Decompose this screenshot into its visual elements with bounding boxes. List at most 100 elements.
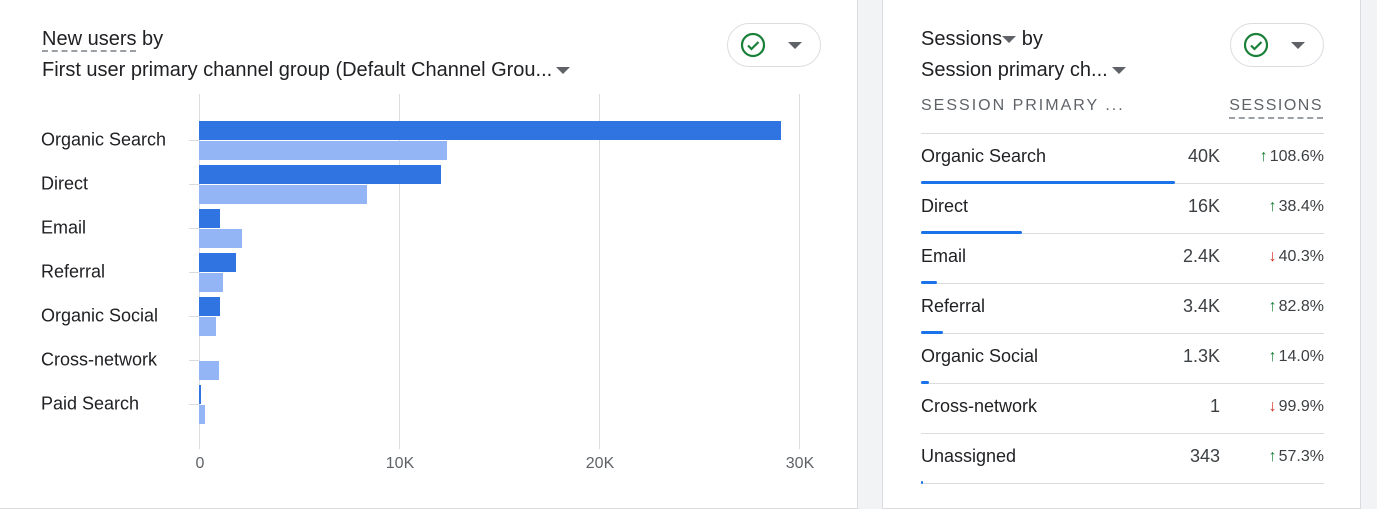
category-label: Referral [41,261,106,282]
caret-down-icon [788,42,802,49]
caret-down-icon [1291,42,1305,49]
bar-current[interactable] [199,253,236,272]
y-tick [189,272,199,273]
table-row[interactable]: Email 2.4K ↓ 40.3% [921,234,1324,284]
row-name: Organic Social [921,346,1039,366]
row-value: 40K [1187,146,1220,166]
arrow-up-icon: ↑ [1268,298,1277,315]
column-header-sessions[interactable]: SESSIONS [1229,97,1323,119]
table-row[interactable]: Organic Social 1.3K ↑ 14.0% [921,334,1324,384]
y-tick [189,184,199,185]
by-label: by [1021,28,1043,50]
by-label: by [142,28,164,50]
row-value: 2.4K [1182,246,1220,266]
caret-down-icon [556,67,571,75]
table-row[interactable]: Referral 3.4K ↑ 82.8% [921,284,1324,334]
row-change: ↑ 14.0% [1269,348,1324,366]
change-value: 14.0% [1278,348,1324,365]
caret-down-icon [1002,36,1017,44]
bar-previous[interactable] [199,273,223,292]
gridline [799,94,800,449]
row-value: 16K [1187,196,1220,216]
metric-selector[interactable]: Sessions [921,28,1017,50]
metric-label[interactable]: New users [42,28,137,52]
sessions-card: Sessions by Session primary ch... SESSIO… [882,0,1361,509]
table-row[interactable]: Organic Search 40K ↑ 108.6% [921,134,1324,184]
row-name: Cross-network [921,396,1038,416]
table-row[interactable]: Unassigned 343 ↑ 57.3% [921,434,1324,484]
row-value: 343 [1189,446,1220,466]
row-value: 1 [1209,396,1220,416]
row-name: Direct [921,196,969,216]
category-label: Organic Social [41,305,159,326]
check-circle-icon [740,32,766,58]
share-bar [921,331,944,334]
x-tick-label: 30K [785,455,815,472]
bar-previous[interactable] [199,229,242,248]
change-value: 38.4% [1278,198,1324,215]
row-change: ↑ 57.3% [1269,448,1324,466]
arrow-down-icon: ↓ [1268,398,1277,415]
metric-label: Sessions [921,28,1003,50]
arrow-up-icon: ↑ [1268,448,1277,465]
dimension-selector[interactable]: Session primary ch... [921,56,1126,84]
bar-current[interactable] [199,297,220,316]
change-value: 99.9% [1278,398,1324,415]
gridline [599,94,600,449]
gridline [399,94,400,449]
row-change: ↑ 108.6% [1260,148,1324,166]
y-tick [189,404,199,405]
category-label: Email [41,217,87,238]
change-value: 40.3% [1278,248,1324,265]
row-change: ↑ 38.4% [1269,198,1324,216]
bar-current[interactable] [199,385,201,404]
y-tick [189,140,199,141]
y-tick [189,316,199,317]
x-tick-label: 0 [195,455,205,472]
x-tick-label: 20K [585,455,615,472]
status-dropdown-button[interactable] [1230,23,1324,67]
header-divider [921,133,1324,134]
change-value: 108.6% [1269,148,1324,165]
bar-previous[interactable] [199,185,367,204]
dimension-label: First user primary channel group (Defaul… [42,59,553,81]
dimension-selector[interactable]: First user primary channel group (Defaul… [42,56,571,84]
caret-down-icon [1111,67,1126,75]
category-label: Organic Search [41,129,167,150]
bar-previous[interactable] [199,317,216,336]
bar-current[interactable] [199,121,781,140]
table-row[interactable]: Cross-network 1 ↓ 99.9% [921,384,1324,434]
arrow-down-icon: ↓ [1268,248,1277,265]
bar-previous[interactable] [199,405,205,424]
y-tick [189,360,199,361]
bar-previous[interactable] [199,141,447,160]
row-change: ↓ 99.9% [1269,398,1324,416]
row-name: Referral [921,296,986,316]
row-name: Email [921,246,967,266]
card-title: Sessions by [921,25,1043,53]
dimension-label: Session primary ch... [921,59,1108,81]
bar-current[interactable] [199,209,220,228]
bar-previous[interactable] [199,361,219,380]
category-label: Paid Search [41,393,140,414]
arrow-up-icon: ↑ [1268,348,1277,365]
bar-current[interactable] [199,165,441,184]
table-row[interactable]: Direct 16K ↑ 38.4% [921,184,1324,234]
row-name: Unassigned [921,446,1017,466]
check-circle-icon [1243,32,1269,58]
share-bar [921,481,923,484]
category-label: Cross-network [41,349,158,370]
arrow-up-icon: ↑ [1268,198,1277,215]
row-value: 1.3K [1182,346,1220,366]
y-tick [189,228,199,229]
card-title: New users by [42,25,163,53]
status-dropdown-button[interactable] [727,23,821,67]
share-bar [921,231,1022,234]
x-tick-label: 10K [385,455,415,472]
row-change: ↑ 82.8% [1269,298,1324,316]
row-value: 3.4K [1182,296,1220,316]
change-value: 82.8% [1278,298,1324,315]
share-bar [921,381,930,384]
share-bar [921,181,1175,184]
column-header-dimension: SESSION PRIMARY ... [921,97,1125,114]
